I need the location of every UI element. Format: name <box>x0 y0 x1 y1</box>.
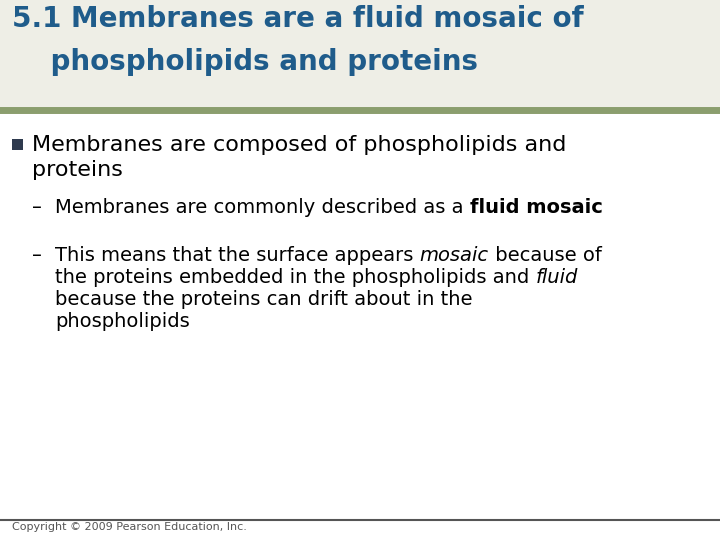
Text: mosaic: mosaic <box>420 246 489 265</box>
Text: –: – <box>32 246 42 265</box>
Text: This means that the surface appears: This means that the surface appears <box>55 246 420 265</box>
Text: the proteins embedded in the phospholipids and: the proteins embedded in the phospholipi… <box>55 268 536 287</box>
Text: because the proteins can drift about in the: because the proteins can drift about in … <box>55 290 472 309</box>
Text: Copyright © 2009 Pearson Education, Inc.: Copyright © 2009 Pearson Education, Inc. <box>12 522 247 532</box>
Text: proteins: proteins <box>32 160 123 180</box>
Text: Membranes are commonly described as a: Membranes are commonly described as a <box>55 198 469 217</box>
Text: because of: because of <box>489 246 602 265</box>
Bar <box>0 0 720 110</box>
Text: Membranes are composed of phospholipids and: Membranes are composed of phospholipids … <box>32 135 567 155</box>
Text: –: – <box>32 198 42 217</box>
Bar <box>12 139 23 150</box>
Text: 5.1 Membranes are a fluid mosaic of: 5.1 Membranes are a fluid mosaic of <box>12 5 584 33</box>
Text: fluid: fluid <box>536 268 578 287</box>
Text: phospholipids: phospholipids <box>55 312 190 331</box>
Text: phospholipids and proteins: phospholipids and proteins <box>12 48 478 76</box>
Text: fluid mosaic: fluid mosaic <box>469 198 603 217</box>
